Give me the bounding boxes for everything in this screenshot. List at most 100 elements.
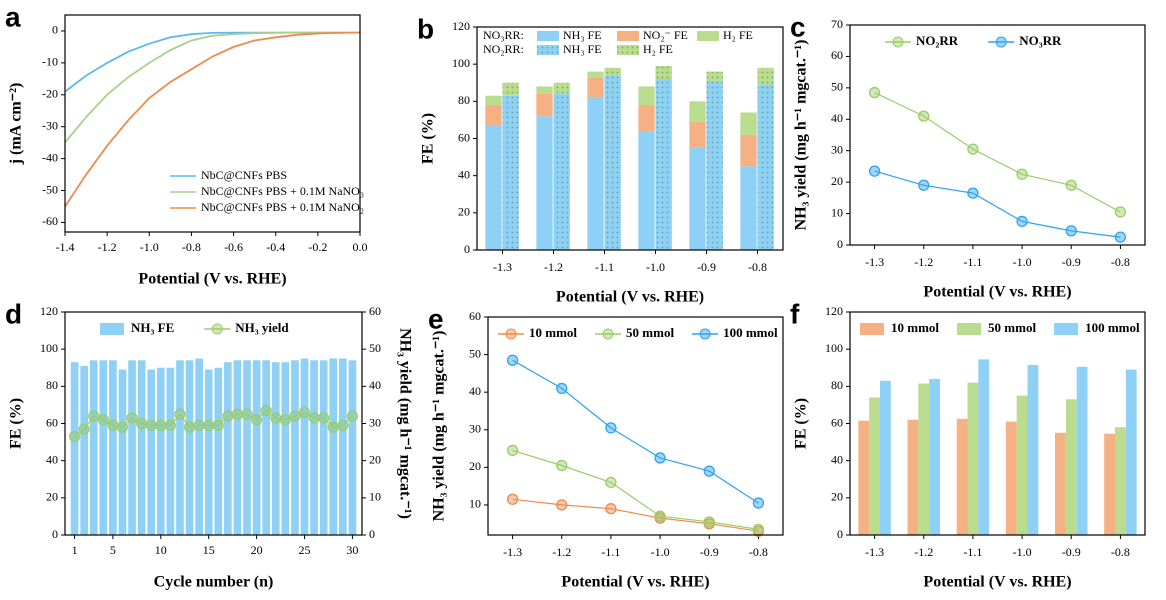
x-tick-label: -1.0: [140, 240, 159, 254]
marker: [116, 421, 129, 433]
bar: [879, 380, 891, 535]
marker: [868, 165, 881, 177]
bar-segment: [485, 125, 502, 250]
marker: [270, 412, 282, 424]
marker: [605, 503, 617, 515]
legend-swatch: [537, 31, 559, 41]
bar-segment: [689, 121, 706, 148]
legend-label: NO₂RR: [916, 33, 959, 48]
bar: [291, 360, 299, 535]
bar-segment: [740, 134, 757, 167]
marker: [556, 382, 568, 395]
x-tick-label: -1.0: [1013, 545, 1032, 559]
x-tick-label: -1.1: [601, 545, 620, 559]
legend-swatch: [537, 45, 559, 55]
bar: [252, 360, 261, 535]
y-tick-label: 100: [40, 341, 58, 355]
bar-segment: [740, 112, 757, 135]
y-axis-label: FE (%): [793, 398, 810, 449]
marker: [703, 516, 715, 528]
y-tick-label: 40: [469, 384, 481, 398]
x-tick-label: -0.9: [697, 260, 716, 274]
bar: [329, 358, 338, 535]
legend-swatch: [617, 31, 639, 41]
marker: [868, 86, 881, 99]
bar: [137, 360, 146, 535]
y-tick-label: 40: [458, 167, 470, 181]
bar-segment: [757, 67, 774, 85]
x-tick-label: -0.8: [1111, 255, 1130, 269]
x-tick-label: 10: [155, 543, 167, 557]
bar-segment: [638, 131, 655, 250]
y-tick-label: 60: [46, 415, 58, 429]
bar: [80, 365, 88, 535]
y-tick-label: -20: [42, 87, 58, 101]
y-tick-label: 60: [831, 48, 843, 62]
x-tick-label: 0.0: [353, 240, 368, 254]
marker: [752, 523, 765, 536]
y-tick-label: 120: [452, 19, 470, 33]
marker: [279, 414, 292, 426]
marker: [605, 476, 617, 489]
bar-segment: [740, 166, 757, 250]
legend-label: NH₃ FE: [563, 28, 602, 42]
marker: [78, 423, 90, 435]
panel-letter: f: [790, 298, 800, 329]
bar-segment: [587, 97, 604, 250]
marker: [145, 419, 157, 432]
y-tick-label: -50: [42, 182, 58, 196]
bar-segment: [485, 95, 502, 106]
bar-segment: [604, 75, 621, 250]
legend-label: NbC@CNFs PBS + 0.1M NaNO₂: [201, 200, 364, 214]
marker: [107, 419, 119, 432]
legend-label: 100 mmol: [723, 325, 778, 340]
marker: [506, 444, 519, 457]
y-tick-label: 80: [831, 378, 843, 392]
legend-label: 50 mmol: [626, 325, 674, 340]
marker: [605, 422, 617, 434]
bar: [233, 360, 242, 535]
marker: [68, 430, 81, 443]
x-tick-label: -0.9: [700, 545, 719, 559]
legend-group: NO₃RR:: [483, 28, 524, 42]
x-tick-label: -1.2: [914, 545, 933, 559]
y-tick-label: 80: [458, 93, 470, 107]
bar-segment: [689, 101, 706, 122]
plot-frame: [849, 311, 1146, 536]
y-tick-label: 100: [825, 341, 843, 355]
bar-segment: [706, 71, 723, 81]
y-tick-label: 40: [46, 452, 58, 466]
marker: [1114, 206, 1127, 218]
y-tick-label: -60: [42, 214, 58, 228]
legend-swatch: [957, 323, 982, 335]
y2-tick-label: 20: [369, 452, 381, 466]
legend-swatch: [617, 45, 639, 55]
bar: [195, 358, 203, 535]
y2-tick-label: 0: [369, 527, 375, 541]
x-tick-label: 15: [203, 543, 215, 557]
marker: [654, 452, 666, 464]
marker: [126, 412, 138, 424]
x-tick-label: 25: [299, 543, 311, 557]
legend-marker: [995, 36, 1007, 48]
x-tick-label: -0.8: [1111, 545, 1130, 559]
bar: [89, 360, 98, 535]
y-tick-label: -10: [42, 55, 58, 69]
legend-marker: [699, 328, 711, 340]
bar: [310, 360, 318, 535]
y-axis-label: FE (%): [420, 113, 437, 164]
bar: [339, 358, 347, 535]
marker: [556, 499, 568, 511]
x-tick-label: -1.2: [544, 260, 563, 274]
marker: [506, 354, 519, 366]
bar: [1016, 395, 1028, 535]
bar: [1115, 427, 1126, 535]
marker: [752, 497, 765, 509]
bar: [929, 378, 940, 535]
x-tick-label: -0.8: [748, 260, 767, 274]
legend-label: 10 mmol: [891, 320, 939, 335]
marker: [346, 410, 359, 422]
bar: [176, 360, 184, 535]
legend-label: NH₃ FE: [563, 42, 602, 56]
legend-label: 10 mmol: [529, 325, 577, 340]
